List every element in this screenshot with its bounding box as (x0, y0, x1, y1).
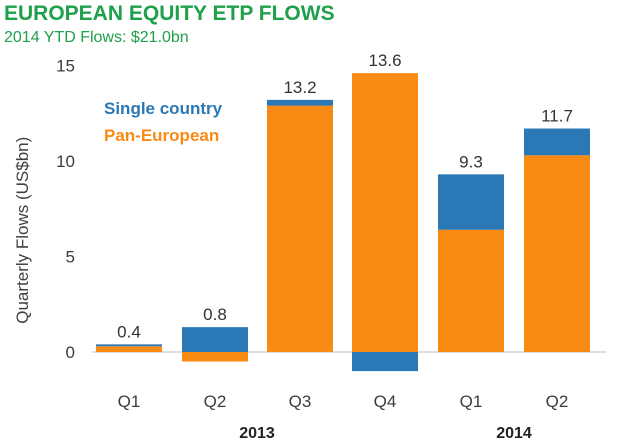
bar-single-country (438, 174, 504, 230)
bar-pan-european (524, 155, 590, 352)
legend-single-country: Single country (104, 99, 223, 118)
bar-single-country (96, 344, 162, 347)
y-tick-label: 15 (56, 57, 75, 76)
bar-single-country (267, 99, 333, 106)
data-label: 9.3 (459, 152, 483, 171)
bar-pan-european (267, 105, 333, 352)
data-label: 13.6 (368, 51, 401, 70)
bar-pan-european (96, 346, 162, 352)
bar-single-country (182, 327, 248, 352)
data-label: 0.8 (203, 305, 227, 324)
y-axis-label: Quarterly Flows (US$bn) (13, 137, 32, 324)
x-tick-label: Q2 (204, 392, 227, 411)
year-label: 2013 (239, 425, 275, 442)
year-label: 2014 (496, 425, 532, 442)
bar-pan-european (182, 352, 248, 362)
chart-subtitle: 2014 YTD Flows: $21.0bn (4, 29, 189, 46)
x-tick-label: Q1 (460, 392, 483, 411)
data-label: 13.2 (283, 78, 316, 97)
x-tick-label: Q3 (289, 392, 312, 411)
bar-single-country (352, 352, 418, 372)
x-tick-label: Q2 (546, 392, 569, 411)
bar-pan-european (352, 73, 418, 352)
x-tick-label: Q1 (118, 392, 141, 411)
y-tick-label: 0 (66, 343, 75, 362)
y-tick-label: 10 (56, 152, 75, 171)
chart-title: EUROPEAN EQUITY ETP FLOWS (4, 2, 335, 25)
x-tick-label: Q4 (374, 392, 397, 411)
labels: 0.4 Q1 0.8 Q2 13.2 Q3 13.6 Q4 9.3 Q1 11.7 Q2 2013 201… (117, 51, 573, 442)
bars (96, 73, 590, 372)
legend-pan-european: Pan-European (104, 126, 220, 145)
data-label: 0.4 (117, 322, 141, 341)
bar-single-country (524, 128, 590, 156)
bar-pan-european (438, 229, 504, 352)
y-tick-label: 5 (66, 248, 75, 267)
data-label: 11.7 (541, 107, 573, 126)
axes: 0 5 10 15 Quarterly Flows (US$bn) (13, 57, 606, 362)
